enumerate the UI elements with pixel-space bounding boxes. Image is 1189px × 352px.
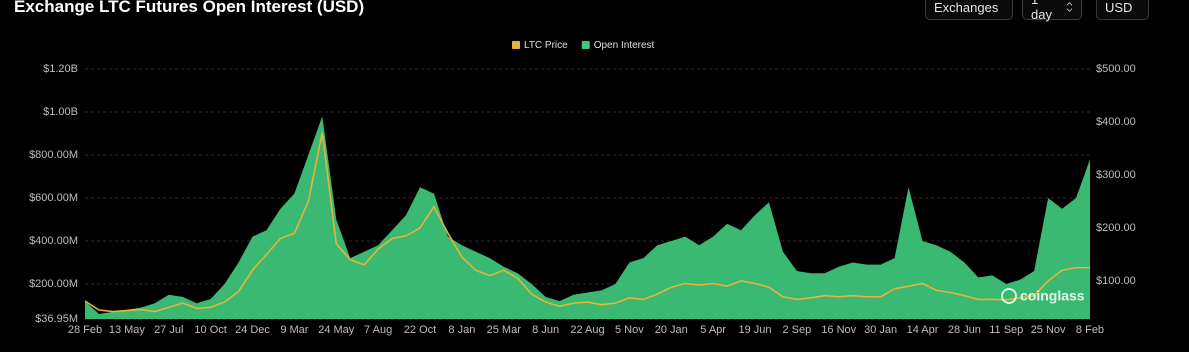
x-tick-label: 8 Feb: [1076, 324, 1104, 336]
y-tick-label: $36.95M: [35, 313, 78, 325]
select-label: 1 day: [1031, 0, 1052, 22]
x-tick-label: 25 Nov: [1031, 324, 1066, 336]
x-tick-label: 16 Nov: [821, 324, 856, 336]
select-label: Exchanges: [934, 0, 999, 15]
y2-tick-label: $500.00: [1096, 63, 1136, 75]
chevron: [1066, 2, 1073, 12]
y-tick-label: $600.00M: [29, 192, 78, 204]
x-tick-label: 24 Dec: [235, 324, 270, 336]
x-tick-label: 2 Sep: [783, 324, 812, 336]
exchange-select[interactable]: Exchanges: [925, 0, 1013, 20]
x-tick-label: 20 Jan: [655, 324, 688, 336]
watermark-logo: [1001, 288, 1017, 304]
y2-tick-label: $200.00: [1096, 222, 1136, 234]
y-tick-label: $800.00M: [29, 149, 78, 161]
x-tick-label: 8 Jan: [448, 324, 475, 336]
x-tick-label: 11 Sep: [989, 324, 1023, 336]
interval-select[interactable]: 1 day: [1022, 0, 1082, 22]
y2-tick-label: $400.00: [1096, 116, 1136, 128]
x-tick-label: 9 Mar: [280, 324, 308, 336]
x-tick-label: 7 Aug: [364, 324, 392, 336]
page-title: Exchange LTC Futures Open Interest (USD): [14, 0, 365, 16]
x-tick-label: 10 Oct: [194, 324, 226, 336]
price-line: [84, 132, 1090, 313]
x-tick-label: 25 Mar: [487, 324, 522, 336]
legend-swatch: [512, 41, 520, 49]
x-tick-label: 8 Jun: [532, 324, 559, 336]
y-tick-label: $200.00M: [29, 278, 78, 290]
legend-label: Open Interest: [594, 40, 655, 51]
legend-label: LTC Price: [524, 40, 568, 51]
x-tick-label: 13 May: [109, 324, 146, 336]
x-tick-label: 28 Jun: [948, 324, 981, 336]
x-tick-label: 19 Jun: [738, 324, 771, 336]
y-tick-label: $1.00B: [43, 106, 78, 118]
watermark: coinglass: [1020, 288, 1085, 304]
currency-select[interactable]: USD: [1096, 0, 1149, 20]
y2-tick-label: $300.00: [1096, 169, 1136, 181]
x-tick-label: 28 Feb: [68, 324, 102, 336]
x-tick-label: 22 Aug: [570, 324, 604, 336]
x-tick-label: 5 Apr: [700, 324, 726, 336]
x-tick-label: 14 Apr: [907, 324, 939, 336]
x-tick-label: 22 Oct: [404, 324, 436, 336]
y2-tick-label: $100.00: [1096, 275, 1136, 287]
select-label: USD: [1105, 0, 1133, 15]
x-tick-label: 30 Jan: [864, 324, 897, 336]
y-tick-label: $400.00M: [29, 235, 78, 247]
x-tick-label: 27 Jul: [154, 324, 183, 336]
y-tick-label: $1.20B: [43, 63, 78, 75]
legend-swatch: [581, 41, 590, 49]
x-tick-label: 5 Nov: [615, 324, 644, 336]
x-tick-label: 24 May: [318, 324, 355, 336]
open-interest-area: [85, 116, 1090, 319]
